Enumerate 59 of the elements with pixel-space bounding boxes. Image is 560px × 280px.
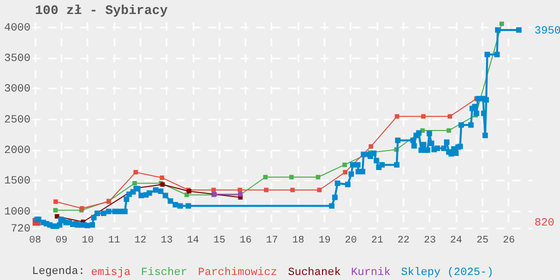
x-tick-label: 11	[108, 236, 120, 246]
text: Parchimowicz	[198, 266, 278, 279]
legend-title: Legenda:	[32, 266, 85, 278]
x-tick-label: 19	[318, 236, 331, 246]
x-tick-label: 17	[266, 236, 278, 246]
x-tick-label: 10	[82, 236, 94, 246]
point	[184, 192, 189, 198]
y-tick-label: 720	[10, 224, 30, 236]
point	[289, 174, 294, 180]
point	[342, 162, 347, 168]
point	[446, 128, 452, 133]
point	[368, 144, 374, 149]
x-tick-label: 18	[292, 236, 304, 246]
x-tick-label: 26	[502, 236, 515, 246]
point	[211, 188, 216, 192]
point	[53, 199, 58, 204]
point	[316, 174, 320, 180]
y-tick-label: 3500	[4, 53, 30, 66]
chart-title: 100 zł - Sybiracy	[35, 2, 168, 18]
y-tick-label: 2500	[4, 114, 30, 126]
y-tick-label: 2000	[4, 145, 30, 158]
text: emisja	[91, 266, 132, 279]
x-tick-label: 23	[424, 236, 436, 246]
x-tick-label: 14	[187, 236, 200, 246]
point	[133, 170, 138, 174]
point	[448, 114, 452, 119]
x-tick-label: 09	[55, 236, 68, 246]
x-tick-label: 12	[134, 236, 146, 246]
text: Fischer	[141, 266, 188, 279]
y-tick-label: 4000	[4, 22, 30, 34]
text: Suchanek	[288, 266, 342, 279]
text: Kurnik	[351, 266, 392, 279]
x-tick-label: 20	[344, 236, 357, 246]
x-tick-label: 16	[240, 236, 252, 246]
point	[394, 114, 400, 119]
y-tick-label: 1500	[4, 176, 30, 188]
point	[238, 188, 242, 192]
point	[500, 22, 504, 26]
point	[53, 208, 58, 212]
point	[290, 188, 295, 192]
x-tick-label: 22	[398, 236, 410, 246]
point	[317, 188, 322, 192]
point	[160, 175, 164, 180]
x-tick-label: 13	[160, 236, 173, 246]
point	[342, 170, 348, 174]
point	[132, 181, 137, 186]
x-tick-label: 15	[213, 236, 226, 246]
x-tick-label: 08	[29, 236, 42, 246]
y2-tick-label: 3950	[534, 25, 560, 38]
x-tick-label: 24	[450, 236, 462, 246]
x-tick-label: 21	[371, 236, 384, 246]
y-tick-label: 1000	[4, 206, 30, 218]
point	[421, 114, 426, 119]
y-tick-label: 3000	[4, 84, 30, 96]
text: Sklepy (2025-)	[401, 266, 494, 279]
point	[263, 174, 268, 180]
y2-tick-label: 820	[534, 217, 554, 230]
x-tick-label: 25	[476, 236, 489, 246]
point	[264, 188, 268, 192]
